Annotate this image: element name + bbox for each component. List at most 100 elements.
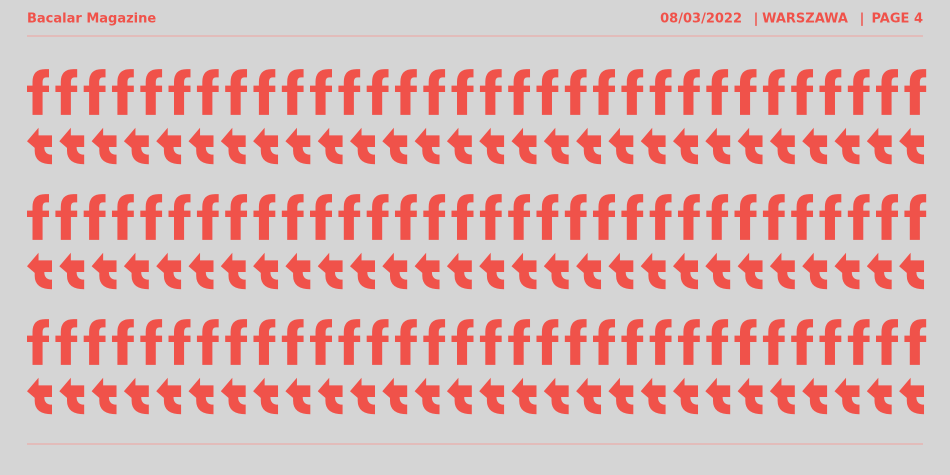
glyph-f xyxy=(791,319,814,365)
glyph-f xyxy=(451,194,474,240)
glyph-t xyxy=(511,377,537,415)
glyph-f xyxy=(55,194,78,240)
glyph-f xyxy=(451,319,474,365)
glyph-f xyxy=(225,194,248,240)
glyph-f xyxy=(140,319,163,365)
glyph-t xyxy=(317,252,343,290)
glyph-t xyxy=(608,127,634,165)
glyph-f xyxy=(564,69,587,115)
glyph-t xyxy=(866,377,892,415)
glyph-t xyxy=(91,127,117,165)
glyph-t xyxy=(156,127,182,165)
glyph-f xyxy=(111,194,134,240)
glyph-t xyxy=(285,127,311,165)
glyph-t xyxy=(123,377,149,415)
glyph-f xyxy=(564,319,587,365)
glyph-f xyxy=(621,194,644,240)
glyph-t xyxy=(673,252,698,290)
glyph-f xyxy=(904,319,927,365)
glyph-f xyxy=(876,319,898,365)
glyph-f xyxy=(83,69,106,115)
glyph-f xyxy=(819,69,842,115)
glyph-t xyxy=(253,127,279,165)
glyph-t xyxy=(382,252,408,290)
glyph-f xyxy=(508,194,531,240)
glyph-t xyxy=(285,377,311,415)
glyph-f xyxy=(253,194,276,240)
glyph-f xyxy=(876,194,898,240)
glyph-t xyxy=(27,127,52,165)
glyph-f xyxy=(196,194,219,240)
glyph-t xyxy=(59,377,85,415)
glyph-t xyxy=(59,252,85,290)
glyph-t xyxy=(608,377,634,415)
glyph-f xyxy=(649,69,672,115)
glyph-t xyxy=(479,377,505,415)
glyph-t xyxy=(899,252,925,290)
glyph-t xyxy=(511,252,537,290)
glyph-f xyxy=(55,69,78,115)
glyph-t xyxy=(640,252,666,290)
glyph-t xyxy=(188,377,214,415)
glyph-f xyxy=(536,194,559,240)
glyph-t xyxy=(769,377,795,415)
glyph-f xyxy=(423,194,446,240)
glyph-f xyxy=(196,69,219,115)
glyph-f xyxy=(677,319,700,365)
glyph-f xyxy=(706,194,729,240)
glyph-f xyxy=(366,194,389,240)
glyph-f xyxy=(451,69,474,115)
glyph-t xyxy=(834,127,860,165)
glyph-t xyxy=(123,252,149,290)
glyph-t xyxy=(866,127,892,165)
glyph-grid xyxy=(27,69,927,415)
glyph-f xyxy=(338,69,361,115)
glyph-f xyxy=(225,319,248,365)
glyph-f xyxy=(310,194,332,240)
glyph-f xyxy=(366,319,389,365)
glyph-f xyxy=(762,194,785,240)
glyph-f xyxy=(847,319,870,365)
glyph-t xyxy=(543,252,569,290)
glyph-f xyxy=(649,194,672,240)
glyph-f xyxy=(83,194,106,240)
glyph-t xyxy=(576,127,602,165)
glyph-t xyxy=(802,252,828,290)
glyph-t xyxy=(737,252,763,290)
glyph-f xyxy=(734,69,757,115)
glyph-t xyxy=(576,252,602,290)
glyph-f xyxy=(140,69,163,115)
date: 08/03/2022 xyxy=(660,12,742,27)
glyph-f xyxy=(168,69,191,115)
glyph-f xyxy=(791,194,814,240)
glyph-t xyxy=(350,252,375,290)
glyph-f xyxy=(706,319,729,365)
glyph-t xyxy=(479,252,505,290)
glyph-t xyxy=(446,252,472,290)
glyph-t xyxy=(834,377,860,415)
glyph-f xyxy=(508,69,531,115)
glyph-f xyxy=(338,319,361,365)
glyph-f xyxy=(479,319,502,365)
glyph-f xyxy=(593,194,615,240)
page-number: PAGE 4 xyxy=(871,12,923,27)
glyph-f xyxy=(904,69,927,115)
glyph-t xyxy=(673,377,698,415)
glyph-f xyxy=(593,319,615,365)
glyph-f xyxy=(536,69,559,115)
glyph-t xyxy=(414,127,440,165)
glyph-f xyxy=(762,319,785,365)
glyph-t xyxy=(317,377,343,415)
glyph-t xyxy=(802,127,828,165)
glyph-t xyxy=(253,252,279,290)
glyph-f xyxy=(847,194,870,240)
glyph-t xyxy=(737,127,763,165)
glyph-t xyxy=(640,377,666,415)
glyph-t xyxy=(608,252,634,290)
glyph-t xyxy=(705,127,731,165)
glyph-t xyxy=(769,127,795,165)
glyph-f xyxy=(253,69,276,115)
glyph-f xyxy=(394,69,417,115)
glyph-t xyxy=(705,377,731,415)
